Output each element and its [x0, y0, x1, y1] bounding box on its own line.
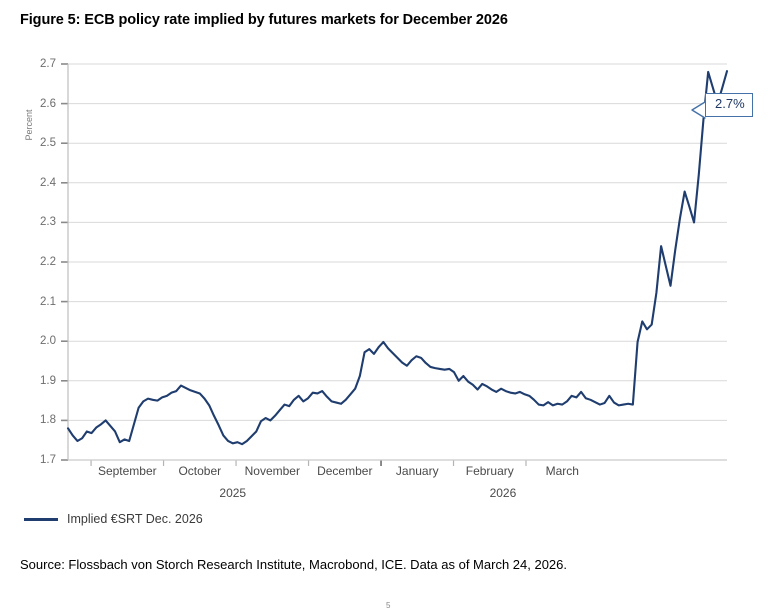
x-axis-tick-label: September — [97, 464, 157, 478]
y-axis-tick-label: 1.8 — [40, 414, 56, 427]
gridlines-group — [61, 63, 727, 461]
x-axis-tick-label: March — [545, 464, 579, 478]
callout-pointer-icon — [691, 101, 706, 119]
value-callout-badge: 2.7% — [705, 93, 753, 117]
page-title: Figure 5: ECB policy rate implied by fut… — [20, 12, 508, 28]
y-axis-tick-label: 2.7 — [40, 58, 56, 70]
legend-color-swatch — [24, 517, 58, 521]
y-axis-tick-label: 2.5 — [40, 137, 56, 150]
chart-legend: Implied €SRT Dec. 2026 — [24, 512, 203, 526]
y-axis-tick-label: 2.1 — [40, 295, 56, 308]
x-axis-tick-label: December — [317, 464, 373, 478]
x-axis-tick-label: January — [395, 464, 439, 478]
line-chart-plot — [61, 63, 729, 466]
x-axis-tick-label: October — [178, 464, 222, 478]
x-axis-year-label: 2026 — [489, 486, 517, 500]
y-axis-tick-label: 2.6 — [40, 97, 56, 110]
source-note: Source: Flossbach von Storch Research In… — [20, 557, 567, 572]
x-axis-tick-label: November — [244, 464, 300, 478]
y-axis-tick-label: 2.2 — [40, 256, 56, 268]
legend-item-label: Implied €SRT Dec. 2026 — [67, 512, 203, 526]
y-axis-tick-label: 2.0 — [40, 335, 56, 348]
chart-container: Percent 2.7 2.6 2.5 2.4 2.3 2.2 2.1 2.0 1.9 1.8 1.… — [0, 40, 779, 510]
series-line-implied-esrt — [66, 70, 729, 446]
x-axis-year-label: 2025 — [219, 486, 247, 500]
y-axis-tick-label: 2.3 — [40, 216, 56, 229]
y-axis-tick-label: 1.7 — [40, 454, 56, 466]
y-axis-tick-label: 2.4 — [40, 176, 56, 189]
x-axis-tick-label: February — [465, 464, 514, 478]
x-axis-ticks-group — [90, 460, 527, 466]
y-axis-tick-label: 1.9 — [40, 374, 56, 387]
page-number: 5 — [386, 601, 391, 610]
